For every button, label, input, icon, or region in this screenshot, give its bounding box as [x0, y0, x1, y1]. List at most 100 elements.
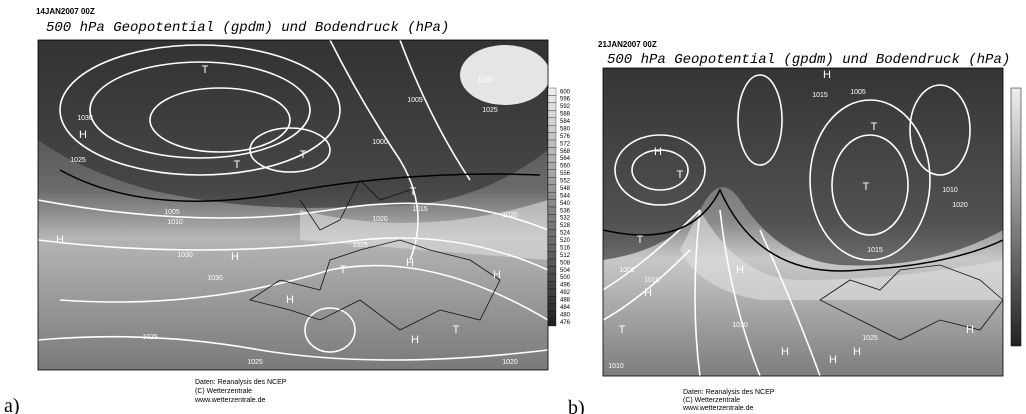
colorbar-label: 480	[560, 312, 571, 318]
map-a	[38, 40, 550, 370]
colorbar-step	[548, 304, 556, 311]
date: 21JAN2007 00Z	[598, 40, 657, 49]
map-label: H	[286, 294, 294, 306]
map-label: T	[619, 324, 626, 336]
colorbar-step	[548, 140, 556, 147]
colorbar-label: 580	[560, 126, 571, 132]
map-label: 1030	[207, 275, 223, 282]
colorbar-step	[548, 95, 556, 102]
panel-label: b)	[568, 397, 585, 414]
colorbar-label: 584	[560, 119, 571, 125]
colorbar-step	[548, 259, 556, 266]
map-label: 1020	[952, 202, 968, 209]
figure: 14JAN2007 00Z 500 hPa Geopotential (gpdm…	[0, 0, 1026, 414]
map-label: T	[677, 169, 684, 181]
colorbar-label: 516	[560, 245, 571, 251]
colorbar-label: 592	[560, 104, 571, 110]
credit: www.wetterzentrale.de	[682, 405, 754, 412]
colorbar-step	[548, 229, 556, 236]
colorbar-label: 532	[560, 216, 571, 222]
map-label: 1025	[862, 335, 878, 342]
colorbar-step	[548, 214, 556, 221]
colorbar-label: 540	[560, 201, 571, 207]
map-label: 1010	[167, 219, 183, 226]
map-label: H	[966, 324, 974, 336]
map-label: 1005	[164, 209, 180, 216]
colorbar-step	[548, 207, 556, 214]
colorbar-label: 496	[560, 283, 571, 289]
colorbar-label: 588	[560, 112, 571, 118]
map-label: 1030	[77, 115, 93, 122]
map-label: T	[863, 181, 870, 193]
map-label: 1030	[732, 322, 748, 329]
date: 14JAN2007 00Z	[36, 7, 95, 16]
map-label: T	[202, 64, 209, 76]
colorbar-step	[548, 125, 556, 132]
map-label: 1015	[412, 206, 428, 213]
colorbar-label: 488	[560, 298, 571, 304]
credit: (C) Wetterzentrale	[195, 388, 252, 395]
colorbar-label: 572	[560, 141, 571, 147]
colorbar	[1011, 88, 1021, 346]
map-title: 500 hPa Geopotential (gpdm) und Bodendru…	[607, 52, 1010, 68]
colorbar-label: 560	[560, 164, 571, 170]
colorbar-step	[548, 311, 556, 318]
colorbar-label: 528	[560, 223, 571, 229]
map-label: 1030	[177, 252, 193, 259]
map-label: H	[411, 334, 419, 346]
map-label: H	[853, 346, 861, 358]
map-label: H	[823, 69, 831, 81]
map-label: 1020	[502, 359, 518, 366]
colorbar-step	[548, 148, 556, 155]
colorbar-label: 596	[560, 97, 571, 103]
map-label: 1025	[70, 157, 86, 164]
map-label: T	[234, 159, 241, 171]
colorbar-step	[548, 244, 556, 251]
colorbar-label: 524	[560, 231, 571, 237]
colorbar-step	[548, 170, 556, 177]
map-label: H	[829, 354, 837, 366]
map-label: 1000	[372, 139, 388, 146]
colorbar-label: 548	[560, 186, 571, 192]
map-label: 1020	[372, 216, 388, 223]
map-label: H	[406, 257, 414, 269]
colorbar-label: 484	[560, 305, 571, 311]
map-label: 1010	[942, 187, 958, 194]
map-label: H	[736, 264, 744, 276]
colorbar-step	[548, 252, 556, 259]
credit: www.wetterzentrale.de	[194, 397, 266, 404]
colorbar-step	[548, 296, 556, 303]
colorbar-label: 512	[560, 253, 571, 259]
map-label: 1015	[812, 92, 828, 99]
map-label: T	[453, 324, 460, 336]
map-label: T	[410, 186, 417, 198]
map-label: 1025	[352, 242, 368, 249]
credit: Daten: Reanalysis des NCEP	[683, 389, 775, 396]
credit: (C) Wetterzentrale	[683, 397, 740, 404]
map-label: 1005	[407, 97, 423, 104]
colorbar-label: 568	[560, 149, 571, 155]
map-label: H	[231, 251, 239, 263]
map-label: 1010	[644, 277, 660, 284]
colorbar-step	[548, 222, 556, 229]
colorbar-label: 476	[560, 320, 571, 326]
colorbar-label: 520	[560, 238, 571, 244]
map-label: T	[871, 121, 878, 133]
colorbar-step	[548, 162, 556, 169]
colorbar-step	[548, 118, 556, 125]
map-label: T	[637, 234, 644, 246]
colorbar-step	[548, 110, 556, 117]
colorbar-label: 500	[560, 275, 571, 281]
colorbar-step	[548, 133, 556, 140]
map-label: 1025	[247, 359, 263, 366]
colorbar-label: 492	[560, 290, 571, 296]
colorbar-step	[548, 88, 556, 95]
map-title: 500 hPa Geopotential (gpdm) und Bodendru…	[46, 20, 449, 36]
colorbar-label: 576	[560, 134, 571, 140]
map-b	[603, 68, 1003, 376]
colorbar-step	[548, 192, 556, 199]
colorbar-step	[548, 177, 556, 184]
colorbar-step	[548, 155, 556, 162]
colorbar-step	[548, 267, 556, 274]
map-label: 1010	[608, 363, 624, 370]
